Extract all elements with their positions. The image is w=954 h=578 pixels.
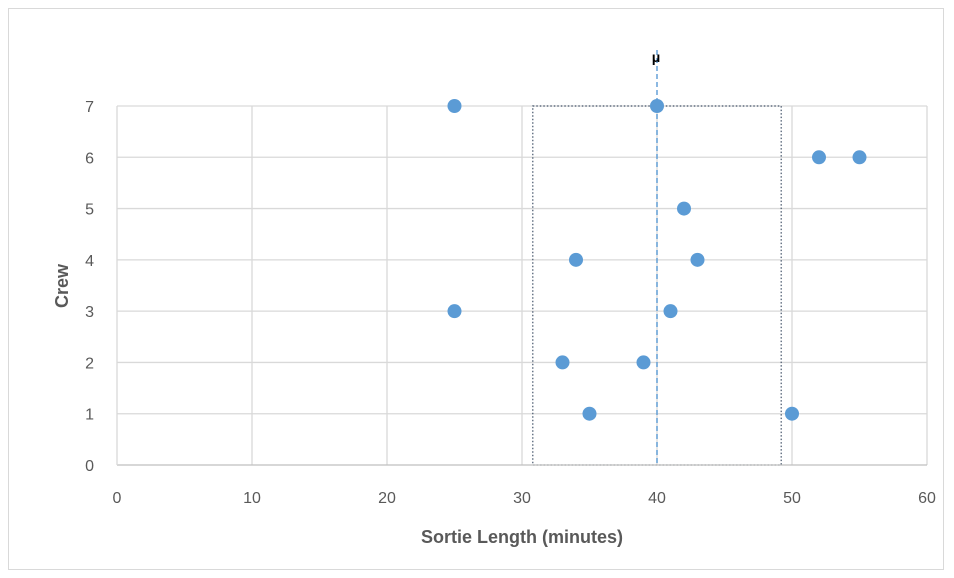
- axis-layer: [116, 106, 927, 466]
- y-tick-label: 6: [85, 150, 94, 167]
- data-point: [636, 355, 651, 370]
- y-tick-label: 5: [85, 202, 94, 219]
- x-tick-label: 50: [783, 490, 801, 507]
- y-tick-label: 0: [85, 458, 94, 475]
- data-point: [785, 406, 799, 421]
- data-point: [690, 252, 705, 267]
- data-point: [677, 201, 691, 216]
- grid-layer: [117, 105, 928, 465]
- y-tick-label: 1: [85, 407, 94, 424]
- data-point: [663, 304, 678, 319]
- y-tick-label: 3: [85, 304, 94, 321]
- tick-labels: 0 10 20 30 40 50 60 0 1 2 3 4 5 6 7: [85, 99, 936, 507]
- x-tick-label: 60: [918, 490, 936, 507]
- data-point: [812, 150, 826, 165]
- data-point: [447, 99, 462, 113]
- y-tick-label: 2: [85, 355, 94, 372]
- y-axis-title: Crew: [52, 263, 72, 308]
- x-axis-title: Sortie Length (minutes): [421, 527, 623, 547]
- x-tick-label: 0: [113, 490, 122, 507]
- x-tick-label: 30: [513, 490, 531, 507]
- data-point: [447, 304, 462, 319]
- x-tick-label: 20: [378, 490, 396, 507]
- x-tick-label: 10: [243, 490, 261, 507]
- x-tick-label: 40: [648, 490, 666, 507]
- data-point: [582, 406, 597, 421]
- y-tick-label: 4: [85, 253, 94, 270]
- y-tick-label: 7: [85, 99, 94, 116]
- mean-marker-label: μ: [652, 49, 661, 65]
- data-point: [650, 99, 664, 113]
- points-layer: [447, 99, 867, 421]
- data-point: [852, 150, 867, 165]
- data-point: [569, 252, 583, 267]
- chart-frame: [8, 8, 944, 570]
- data-point: [555, 355, 570, 370]
